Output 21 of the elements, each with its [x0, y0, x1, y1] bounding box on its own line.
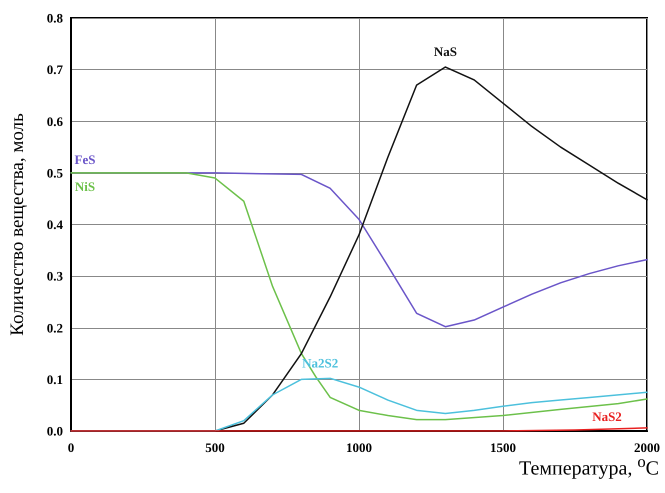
line-series	[70, 172, 648, 420]
y-tick-label: 0.2	[46, 320, 63, 336]
y-tick-label: 0.0	[46, 424, 63, 438]
x-tick-label: 0	[68, 440, 74, 455]
y-tick-label: 0.5	[46, 165, 64, 180]
series-label: FeS	[74, 152, 96, 167]
y-tick-label: 0.4	[46, 217, 64, 232]
y-tick-label: 0.6	[46, 114, 64, 129]
x-axis-title: Температура, $^{o}$C	[519, 452, 659, 480]
x-tick-label: 1500	[490, 440, 516, 455]
x-tick-label: 1000	[346, 440, 372, 455]
x-tick-label: 2000	[634, 440, 660, 455]
series-label: NiS	[74, 178, 96, 194]
y-tick-label: 0.3	[46, 268, 64, 284]
y-tick-label: 0.1	[46, 372, 63, 387]
x-tick-label: 500	[205, 440, 225, 455]
y-tick-label: 0.7	[46, 62, 64, 78]
series-label: NaS	[434, 44, 457, 60]
series-label: NaS2	[592, 408, 622, 424]
y-axis-title: Количество вещества, моль	[7, 112, 28, 336]
y-tick-label: 0.8	[46, 10, 64, 26]
